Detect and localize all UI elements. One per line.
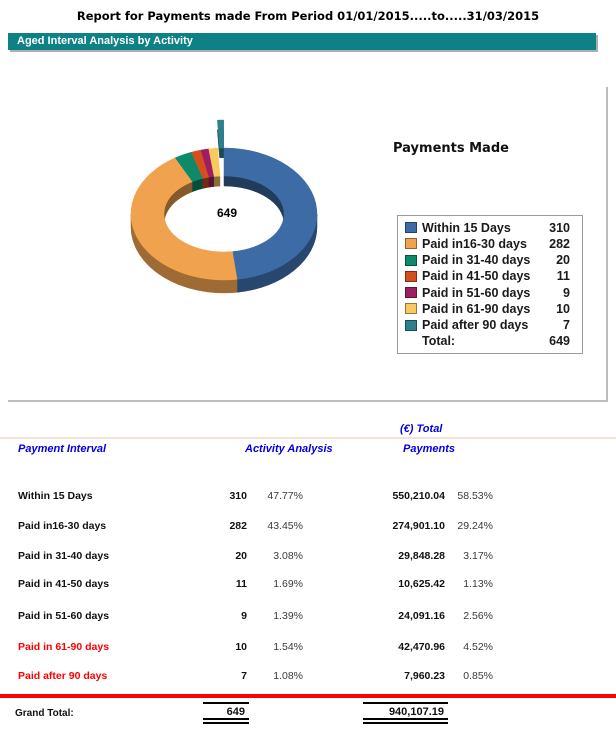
legend-swatch-icon (405, 222, 417, 234)
donut-center-total: 649 (216, 206, 238, 220)
donut-segment (208, 147, 221, 177)
row-label: Paid in 51-60 days (18, 610, 110, 622)
column-header-payments: Payments (403, 443, 455, 455)
row-count: 7 (241, 670, 247, 682)
legend-swatch-icon (405, 238, 417, 250)
row-activity-pct: 1.39% (273, 610, 303, 622)
column-header-activity-analysis: Activity Analysis (245, 443, 333, 455)
legend-label: Paid in 61-90 days (422, 301, 531, 316)
row-label: Within 15 Days (18, 490, 93, 502)
legend-item: Paid in 31-40 days 20 (398, 253, 582, 268)
grand-total-count: 649 (203, 702, 249, 724)
chart-title: Payments Made (393, 141, 509, 156)
legend-label: Paid in16-30 days (422, 236, 527, 251)
row-amount: 10,625.42 (398, 578, 445, 590)
row-amount: 42,470.96 (398, 641, 445, 653)
column-header-total-pre: (€) Total (400, 423, 443, 435)
legend-item: Paid in 61-90 days 10 (398, 301, 582, 316)
legend-value: 20 (556, 253, 570, 268)
legend-swatch-icon (405, 319, 417, 331)
chart-legend: Within 15 Days 310 Paid in16-30 days 282 Pai… (397, 215, 583, 354)
legend-swatch-icon (405, 270, 417, 282)
legend-value: 282 (549, 236, 570, 251)
row-activity-pct: 1.54% (273, 641, 303, 653)
legend-item: Paid in 51-60 days 9 (398, 285, 582, 300)
legend-item: Within 15 Days 310 (398, 220, 582, 235)
row-amount: 7,960.23 (404, 670, 445, 682)
red-divider-line (0, 694, 616, 698)
row-count: 310 (229, 490, 247, 502)
donut-exploded-segment (217, 119, 224, 149)
legend-label: Paid in 41-50 days (422, 269, 531, 284)
donut-inner-wall (208, 176, 215, 188)
report-title: Report for Payments made From Period 01/… (76, 9, 540, 23)
legend-label: Paid after 90 days (422, 318, 529, 333)
row-amount-pct: 4.52% (463, 641, 493, 653)
table-row: Within 15 Days 310 47.77% 550,210.04 58.53% (0, 490, 616, 504)
row-activity-pct: 1.69% (273, 578, 303, 590)
table-row: Paid in 51-60 days 9 1.39% 24,091.16 2.56% (0, 610, 616, 624)
legend-value: 310 (549, 220, 570, 235)
chart-panel: 649 Payments Made Within 15 Days 310 Paid … (8, 87, 608, 402)
legend-value: 11 (556, 269, 570, 284)
legend-item: Paid in16-30 days 282 (398, 236, 582, 251)
table-row: Paid in 41-50 days 11 1.69% 10,625.42 1.13% (0, 578, 616, 592)
header-divider-line (0, 437, 616, 439)
legend-value: 10 (556, 301, 570, 316)
row-count: 10 (235, 641, 247, 653)
legend-swatch-icon (405, 254, 417, 266)
table-row: Paid in 31-40 days 20 3.08% 29,848.28 3.17% (0, 550, 616, 564)
legend-value: 9 (563, 285, 570, 300)
row-amount-pct: 0.85% (463, 670, 493, 682)
table-row: Paid after 90 days 7 1.08% 7,960.23 0.85% (0, 670, 616, 684)
donut-chart (130, 119, 318, 294)
row-amount-pct: 29.24% (457, 520, 493, 532)
row-activity-pct: 3.08% (273, 550, 303, 562)
table-row: Paid in 61-90 days 10 1.54% 42,470.96 4.52% (0, 641, 616, 655)
row-amount: 550,210.04 (392, 490, 445, 502)
row-count: 282 (229, 520, 247, 532)
donut-inner-wall (213, 175, 221, 187)
row-count: 20 (235, 550, 247, 562)
row-activity-pct: 47.77% (267, 490, 303, 502)
row-amount: 24,091.16 (398, 610, 445, 622)
legend-total-value: 649 (549, 334, 570, 349)
row-amount-pct: 3.17% (463, 550, 493, 562)
row-label: Paid in 31-40 days (18, 550, 110, 562)
row-activity-pct: 43.45% (267, 520, 303, 532)
row-label: Paid after 90 days (18, 670, 108, 682)
row-amount-pct: 2.56% (463, 610, 493, 622)
row-count: 11 (235, 578, 247, 590)
column-header-payment-interval: Payment Interval (18, 443, 107, 455)
legend-item: Paid in 41-50 days 11 (398, 269, 582, 284)
section-banner-label: Aged Interval Analysis by Activity (17, 35, 193, 47)
legend-item: Paid after 90 days 7 (398, 318, 582, 333)
row-amount: 29,848.28 (398, 550, 445, 562)
row-count: 9 (241, 610, 247, 622)
grand-total-amount: 940,107.19 (363, 702, 448, 724)
donut-segment (223, 147, 318, 280)
donut-inner-wall (202, 176, 210, 189)
legend-label: Paid in 51-60 days (422, 285, 531, 300)
legend-label: Paid in 31-40 days (422, 253, 531, 268)
legend-swatch-icon (405, 287, 417, 299)
table-row: Paid in16-30 days 282 43.45% 274,901.10 29.2… (0, 520, 616, 534)
row-label: Paid in 41-50 days (18, 578, 110, 590)
row-activity-pct: 1.08% (273, 670, 303, 682)
row-amount-pct: 58.53% (457, 490, 493, 502)
donut-segment (130, 157, 238, 281)
legend-swatch-icon (405, 303, 417, 315)
grand-total-label: Grand Total: (15, 708, 74, 719)
row-amount: 274,901.10 (392, 520, 445, 532)
legend-total-row: Total: 649 (398, 334, 582, 349)
row-label: Paid in 61-90 days (18, 641, 110, 653)
row-label: Paid in16-30 days (18, 520, 107, 532)
row-amount-pct: 1.13% (463, 578, 493, 590)
legend-total-label: Total: (422, 334, 456, 349)
legend-value: 7 (563, 318, 570, 333)
section-banner: Aged Interval Analysis by Activity (8, 33, 596, 50)
legend-label: Within 15 Days (422, 220, 511, 235)
